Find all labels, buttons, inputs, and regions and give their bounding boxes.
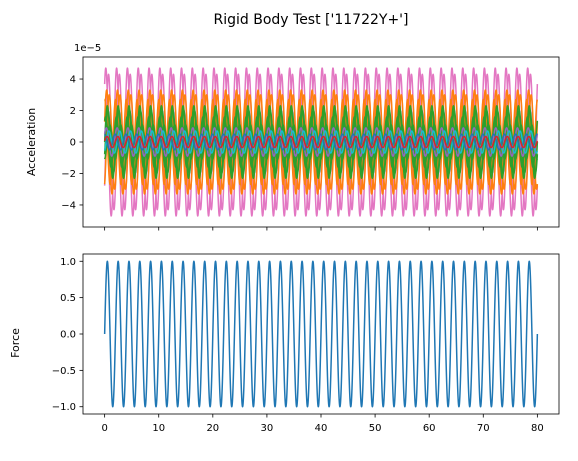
series-line-1 [103,260,539,408]
x-tick-label: 40 [315,423,328,434]
series-group [103,260,539,408]
y-tick-label: 4 [70,75,76,86]
y-tick-label: −1.0 [52,402,76,413]
y-tick-label: 0.0 [60,330,76,341]
x-tick-label: 60 [423,423,436,434]
y-tick-label: 0 [70,138,76,149]
y-tick-label: 2 [70,106,76,117]
acceleration-plot-area: −4 −2 0 2 4 [61,56,560,231]
x-tick-label: 80 [531,423,544,434]
series-group [103,67,539,217]
series-line-12 [104,133,538,151]
y-tick-label: −4 [61,200,76,211]
y-tick-label: 0.5 [60,293,76,304]
figure-title: Rigid Body Test ['11722Y+'] [214,12,409,28]
x-tick-label: 0 [101,423,107,434]
x-tick-label: 30 [261,423,274,434]
acceleration-panel: 1e−5 Acceleration −4 −2 0 2 4 [25,43,560,231]
offset-text: 1e−5 [74,43,101,54]
x-tick-label: 50 [369,423,382,434]
x-tick-label: 70 [477,423,490,434]
x-tick-label: 20 [206,423,219,434]
x-tick-label: 10 [152,423,165,434]
y-tick-label: −2 [61,169,76,180]
y-tick-label: 1.0 [60,257,76,268]
series-line-13 [103,135,539,149]
force-axis-label: Force [9,328,22,358]
force-plot-area: 0 10 20 30 40 50 60 70 80 −1.0 −0.5 0.0 0.5 1.0 [52,253,560,434]
force-panel: Force 0 10 20 30 40 50 60 70 80 −1.0 −0.5 0.0 0.5 1.0 [9,253,560,434]
y-tick-label: −0.5 [52,366,76,377]
acceleration-axis-label: Acceleration [25,108,38,176]
